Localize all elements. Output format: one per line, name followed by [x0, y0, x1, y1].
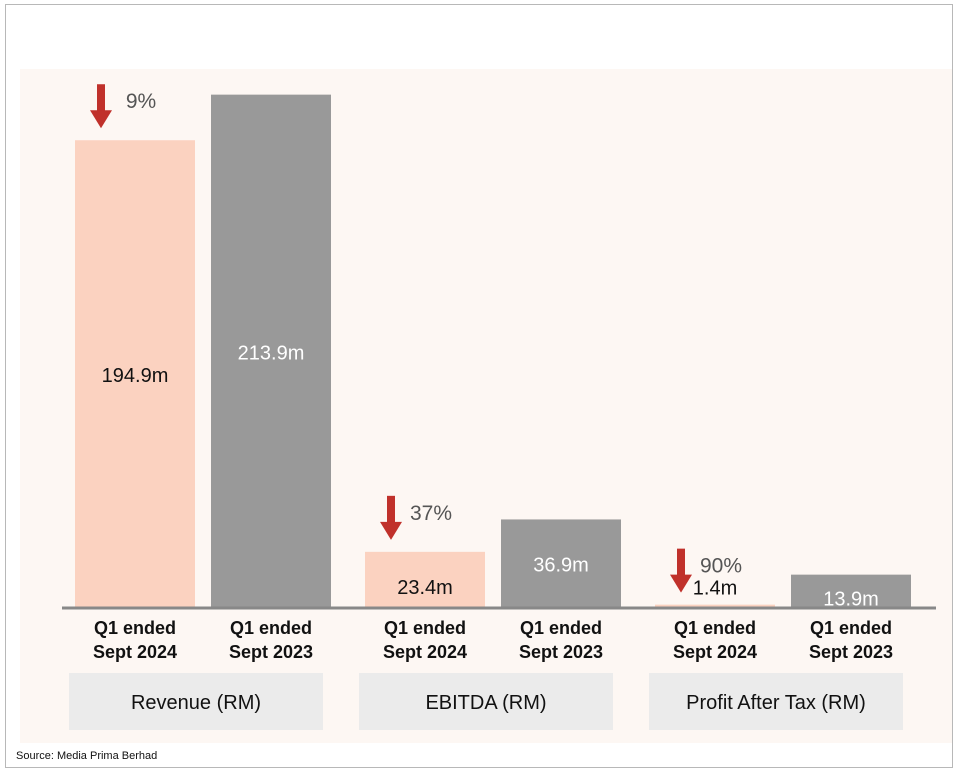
chart-frame: 194.9m Q1 ended Sept 2024 213.9m Q1 ended Sep…	[5, 4, 953, 768]
tick-label-line2: Sept 2023	[809, 642, 893, 662]
tick-label-line2: Sept 2024	[93, 642, 177, 662]
bar-ebitda-rm-2024	[365, 551, 485, 608]
tick-label-line1: Q1 ended	[94, 618, 176, 638]
down-arrow-icon	[90, 84, 112, 129]
group-label-revenue-rm: Revenue (RM)	[131, 692, 261, 714]
data-label-profit-after-tax-rm-2023: 13.9m	[823, 588, 879, 610]
data-label-revenue-rm-2024: 194.9m	[102, 365, 169, 387]
chart-panel: 194.9m Q1 ended Sept 2024 213.9m Q1 ended Sep…	[20, 69, 952, 743]
tick-label-line2: Sept 2023	[519, 642, 603, 662]
group-label-box	[69, 673, 323, 730]
bar-revenue-rm-2023	[211, 94, 331, 608]
data-label-ebitda-rm-2023: 36.9m	[533, 555, 589, 577]
tick-label-line2: Sept 2023	[229, 642, 313, 662]
bar-profit-after-tax-rm-2023	[791, 574, 911, 608]
data-label-profit-after-tax-rm-2024: 1.4m	[693, 578, 737, 600]
group-label-box	[359, 673, 613, 730]
group-label-profit-after-tax-rm: Profit After Tax (RM)	[686, 692, 866, 714]
data-label-revenue-rm-2023: 213.9m	[238, 342, 305, 364]
data-label-ebitda-rm-2024: 23.4m	[397, 577, 453, 599]
tick-label-line1: Q1 ended	[674, 618, 756, 638]
change-percent-profit-after-tax-rm: 90%	[700, 555, 742, 578]
tick-label-line2: Sept 2024	[383, 642, 467, 662]
tick-label-line1: Q1 ended	[810, 618, 892, 638]
group-label-ebitda-rm: EBITDA (RM)	[425, 692, 546, 714]
tick-label-line2: Sept 2024	[673, 642, 757, 662]
bar-ebitda-rm-2023	[501, 519, 621, 608]
bar-profit-after-tax-rm-2024	[655, 604, 775, 608]
down-arrow-icon	[380, 495, 402, 540]
tick-label-line1: Q1 ended	[520, 618, 602, 638]
change-percent-revenue-rm: 9%	[126, 90, 156, 113]
change-percent-ebitda-rm: 37%	[410, 502, 452, 525]
tick-label-line1: Q1 ended	[384, 618, 466, 638]
bar-chart: 194.9m Q1 ended Sept 2024 213.9m Q1 ended Sep…	[62, 84, 936, 730]
tick-label-line1: Q1 ended	[230, 618, 312, 638]
down-arrow-icon	[670, 548, 692, 593]
bar-revenue-rm-2024	[75, 140, 195, 608]
group-label-box	[649, 673, 903, 730]
source-note: Source: Media Prima Berhad	[16, 750, 158, 762]
